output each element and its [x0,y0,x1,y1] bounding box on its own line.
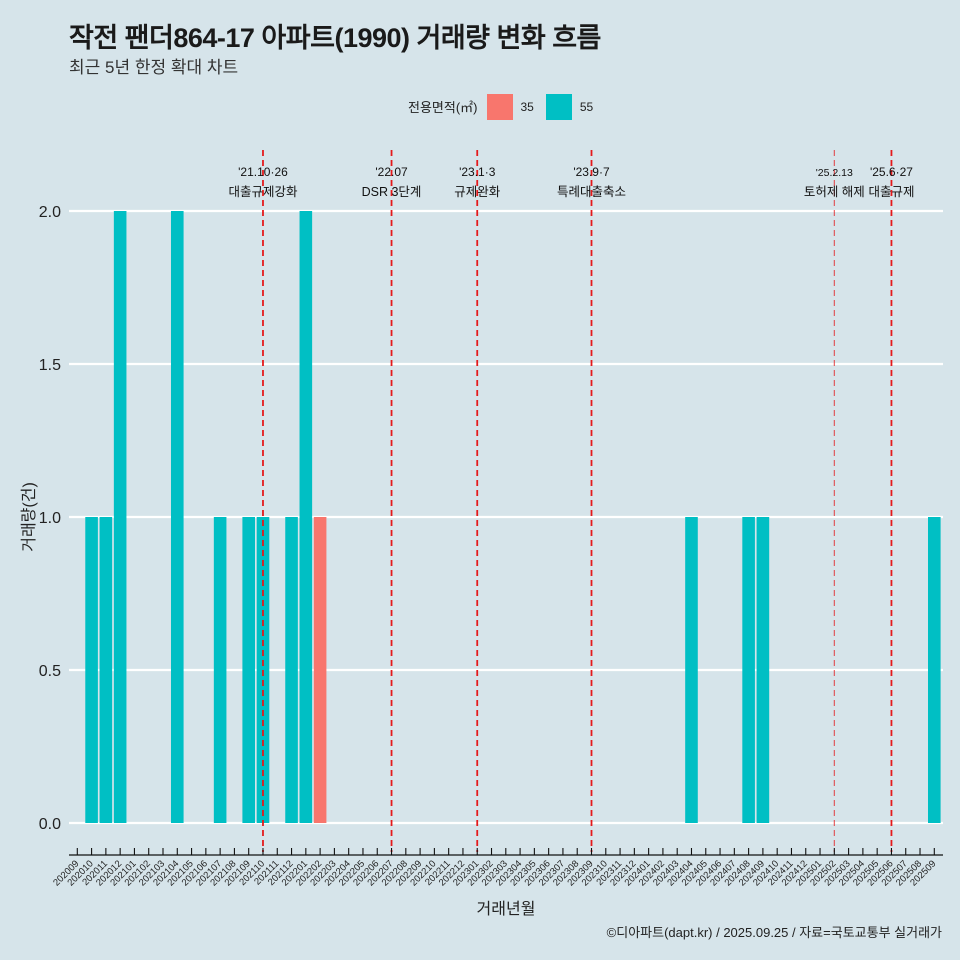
y-tick-label: 1.5 [39,357,61,374]
y-axis: 0.0 0.5 1.0 1.5 2.0 [39,204,61,833]
bar-55-202201 [299,211,313,823]
event-desc-label: 대출규제 [868,185,914,199]
bar-55-202404 [685,517,698,823]
event-date-label: '25.2.13 [816,167,853,179]
chart-subtitle: 최근 5년 한정 확대 차트 [69,58,239,77]
y-axis-title: 거래량(건) [20,482,38,552]
bar-55-202509 [928,517,941,823]
legend-swatch-35 [486,93,513,120]
bar-55-202011 [99,517,113,823]
bar-55-202109 [242,517,255,823]
bar-55-202112 [285,517,298,823]
y-tick-label: 0.0 [39,816,61,833]
legend-label-35: 35 [520,99,534,114]
bar-55-202010 [85,517,98,823]
bars [85,211,941,823]
chart-title: 작전 팬더864-17 아파트(1990) 거래량 변화 흐름 [69,23,601,53]
event-desc-label: 대출규제강화 [228,185,298,199]
legend: 전용면적(㎡) 35 55 [408,93,605,120]
y-tick-label: 0.5 [39,663,61,680]
bar-55-202409 [756,517,770,823]
event-date-label: '23.1·3 [459,165,496,179]
y-tick-label: 2.0 [39,204,61,221]
event-desc-label: 특례대출축소 [557,185,626,199]
event-desc-label: 규제완화 [454,185,501,199]
bar-55-202408 [742,517,755,823]
bar-55-202012 [113,211,127,823]
bar-55-202104 [170,211,184,823]
event-date-label: '22.07 [375,165,408,179]
event-desc-label: DSR 3단계 [362,185,422,199]
legend-title: 전용면적(㎡) [408,100,478,115]
bar-55-202107 [213,517,227,823]
caption: ©디아파트(dapt.kr) / 2025.09.25 / 자료=국토교통부 실… [606,925,942,940]
x-axis-title: 거래년월 [477,900,536,918]
x-axis: 2020092020102020112020122021012021022021… [51,848,943,889]
legend-swatch-55 [545,93,572,120]
bar-35-202202 [313,517,327,823]
event-lines: '21.10·26 대출규제강화 '22.07 DSR 3단계 '23.1·3 규제완화 '… [228,150,914,852]
event-date-label: '23.9·7 [573,165,610,179]
event-desc-label: 토허제 해제 [804,185,865,199]
event-date-label: '21.10·26 [238,165,288,179]
legend-label-55: 55 [579,99,594,114]
y-tick-label: 1.0 [39,510,61,527]
event-date-label: '25.6·27 [870,165,913,179]
gridlines [69,209,943,825]
